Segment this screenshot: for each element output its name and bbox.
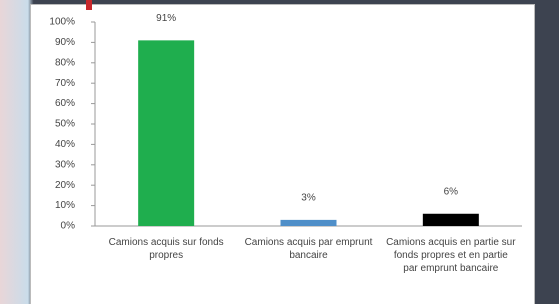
y-tick-label: 10% [55,200,75,211]
screenshot: 0% 10% 20% 30% 40% 50% 60% 70% 80% 90% 100% 91% 3% 6%… [0,0,559,304]
y-tick-label: 40% [55,139,75,150]
x-tick-label: Camions acquis sur fonds propres [101,236,231,262]
value-label: 91% [156,13,176,24]
x-tick-label: Camions acquis par emprunt bancaire [244,236,374,262]
y-tick-label: 60% [55,98,75,109]
value-label: 6% [444,186,459,197]
bar [423,214,479,226]
y-tick-label: 70% [55,78,75,89]
x-tick-label: Camions acquis en partie sur fonds propr… [386,236,516,275]
y-tick-label: 90% [55,37,75,48]
y-tick-label: 20% [55,180,75,191]
y-tick-label: 50% [55,119,75,130]
value-label: 3% [301,193,316,204]
y-tick-label: 0% [61,221,76,232]
y-tick-label: 100% [49,17,75,28]
bar [281,220,337,226]
y-tick-label: 30% [55,159,75,170]
y-tick-label: 80% [55,57,75,68]
bar [138,40,194,226]
